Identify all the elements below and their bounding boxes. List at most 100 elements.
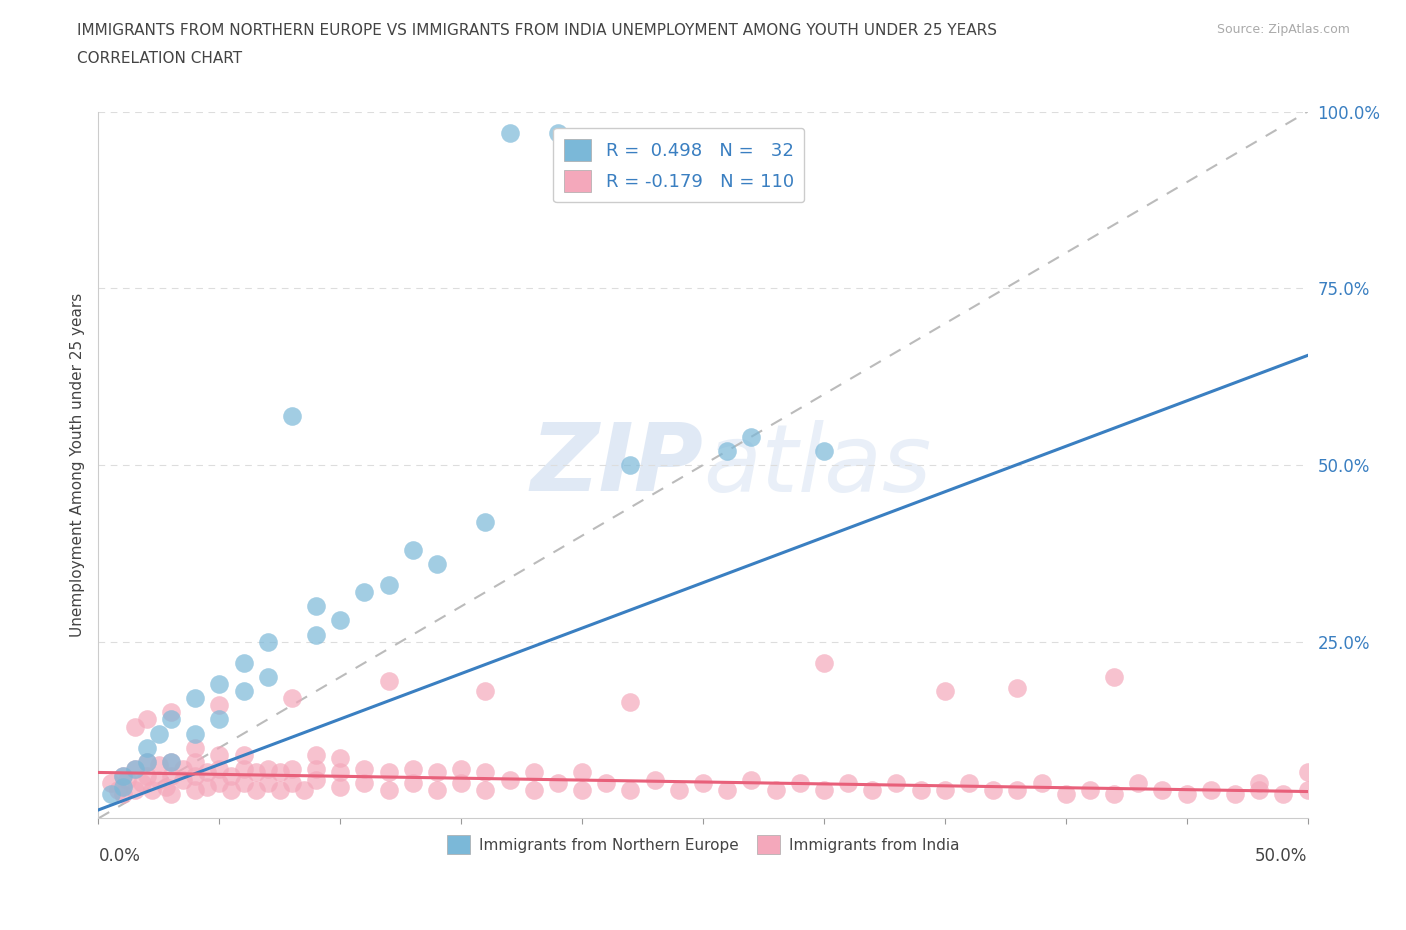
Point: [245, 783, 267, 798]
Point: [402, 542, 425, 557]
Point: [160, 786, 183, 801]
Point: [184, 754, 207, 769]
Point: [668, 783, 690, 798]
Point: [329, 779, 352, 794]
Y-axis label: Unemployment Among Youth under 25 years: Unemployment Among Youth under 25 years: [69, 293, 84, 637]
Point: [377, 765, 399, 780]
Point: [256, 776, 278, 790]
Point: [160, 705, 183, 720]
Point: [523, 765, 546, 780]
Point: [1249, 783, 1271, 798]
Point: [450, 762, 472, 777]
Point: [1152, 783, 1174, 798]
Point: [402, 776, 425, 790]
Point: [498, 126, 520, 140]
Point: [184, 768, 207, 783]
Point: [245, 765, 267, 780]
Point: [716, 783, 738, 798]
Point: [256, 762, 278, 777]
Point: [329, 613, 352, 628]
Point: [305, 627, 328, 642]
Point: [232, 656, 254, 671]
Point: [111, 768, 134, 783]
Point: [595, 776, 617, 790]
Point: [111, 768, 134, 783]
Point: [135, 712, 157, 727]
Point: [111, 779, 134, 794]
Text: IMMIGRANTS FROM NORTHERN EUROPE VS IMMIGRANTS FROM INDIA UNEMPLOYMENT AMONG YOUT: IMMIGRANTS FROM NORTHERN EUROPE VS IMMIG…: [77, 23, 997, 38]
Point: [329, 751, 352, 765]
Point: [208, 748, 231, 763]
Point: [789, 776, 811, 790]
Point: [195, 779, 218, 794]
Point: [1272, 786, 1295, 801]
Point: [160, 768, 183, 783]
Point: [1102, 670, 1125, 684]
Point: [571, 783, 593, 798]
Point: [160, 754, 183, 769]
Point: [160, 754, 183, 769]
Point: [450, 776, 472, 790]
Point: [716, 444, 738, 458]
Point: [474, 684, 496, 698]
Point: [523, 783, 546, 798]
Point: [571, 765, 593, 780]
Point: [208, 677, 231, 692]
Point: [644, 772, 666, 787]
Point: [1296, 765, 1319, 780]
Point: [281, 776, 304, 790]
Point: [426, 556, 449, 571]
Point: [957, 776, 980, 790]
Point: [813, 656, 835, 671]
Point: [305, 748, 328, 763]
Point: [269, 765, 291, 780]
Point: [232, 762, 254, 777]
Point: [281, 762, 304, 777]
Point: [619, 695, 641, 710]
Point: [208, 712, 231, 727]
Point: [353, 585, 375, 600]
Point: [1007, 783, 1029, 798]
Point: [1223, 786, 1246, 801]
Point: [1128, 776, 1150, 790]
Point: [221, 768, 243, 783]
Point: [740, 430, 762, 445]
Point: [377, 673, 399, 688]
Text: 0.0%: 0.0%: [98, 846, 141, 865]
Point: [208, 762, 231, 777]
Point: [886, 776, 908, 790]
Point: [305, 762, 328, 777]
Point: [426, 765, 449, 780]
Point: [184, 783, 207, 798]
Point: [172, 762, 194, 777]
Point: [934, 783, 956, 798]
Point: [910, 783, 932, 798]
Point: [1102, 786, 1125, 801]
Point: [498, 772, 520, 787]
Point: [155, 779, 177, 794]
Point: [353, 762, 375, 777]
Point: [208, 698, 231, 712]
Point: [474, 765, 496, 780]
Point: [232, 684, 254, 698]
Point: [981, 783, 1004, 798]
Text: CORRELATION CHART: CORRELATION CHART: [77, 51, 242, 66]
Point: [269, 783, 291, 798]
Point: [107, 783, 129, 798]
Point: [135, 740, 157, 755]
Point: [934, 684, 956, 698]
Point: [232, 748, 254, 763]
Point: [329, 765, 352, 780]
Point: [195, 765, 218, 780]
Point: [148, 758, 170, 773]
Point: [135, 754, 157, 769]
Point: [281, 408, 304, 423]
Point: [1031, 776, 1053, 790]
Point: [124, 762, 146, 777]
Point: [100, 776, 122, 790]
Point: [184, 740, 207, 755]
Point: [1078, 783, 1101, 798]
Point: [292, 783, 315, 798]
Text: 50.0%: 50.0%: [1256, 846, 1308, 865]
Point: [474, 514, 496, 529]
